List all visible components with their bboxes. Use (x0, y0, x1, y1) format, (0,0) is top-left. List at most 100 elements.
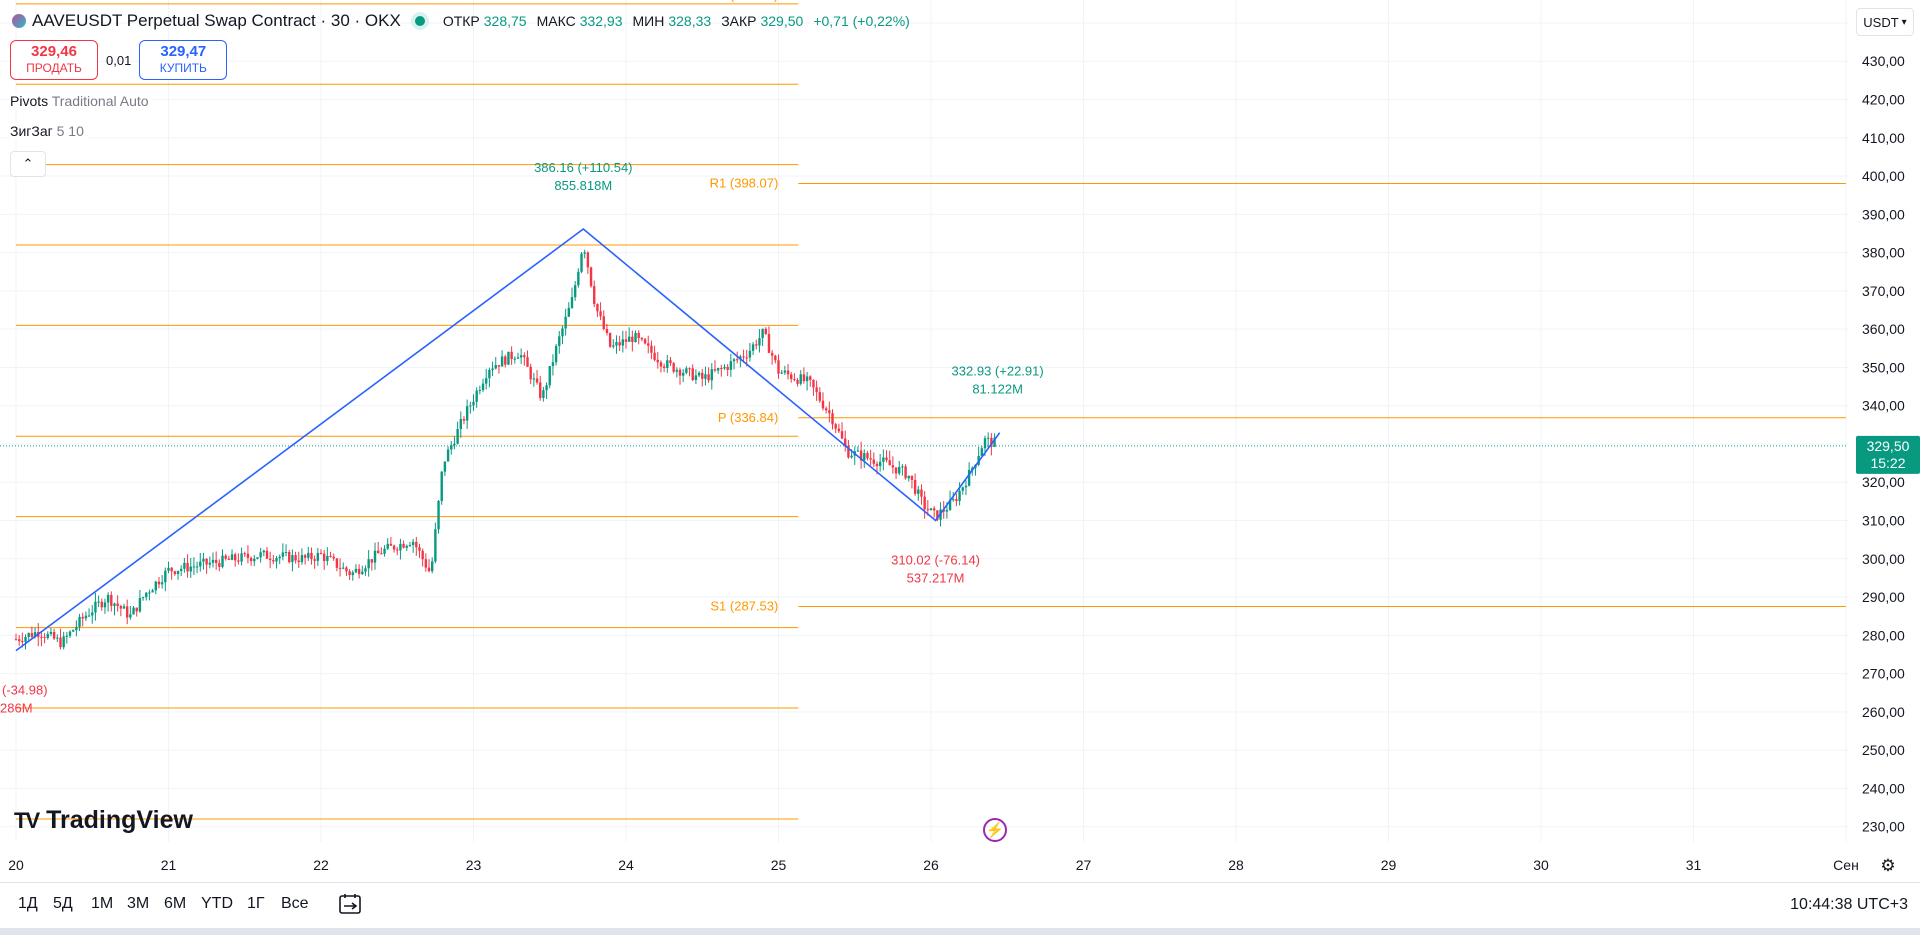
candle-body (666, 360, 669, 368)
candle-body (367, 559, 370, 569)
candle-body (510, 351, 513, 360)
zigzag-indicator-legend[interactable]: ЗигЗаг 5 10 (10, 123, 88, 139)
candle-body (986, 437, 990, 439)
candle-body (561, 328, 564, 337)
candle-body (472, 401, 475, 406)
candle-body (125, 606, 129, 618)
range-5d-button[interactable]: 5Д (53, 895, 73, 912)
candle-body (936, 510, 939, 520)
range-all-button[interactable]: Все (281, 895, 309, 912)
candle-body (707, 374, 710, 381)
currency-selector[interactable]: USDT ▾ (1856, 8, 1914, 36)
symbol-title[interactable]: AAVEUSDT Perpetual Swap Contract · 30 · … (32, 11, 401, 30)
candle-body (138, 598, 142, 612)
candle-body (888, 460, 891, 466)
candle-body (322, 553, 326, 562)
candle-body (294, 555, 297, 561)
range-1d-button[interactable]: 1Д (18, 895, 38, 912)
price-tick-label: 370,00 (1862, 283, 1905, 299)
candle-body (84, 615, 88, 619)
last-price-badge-bg (1856, 435, 1920, 474)
calendar-range-icon[interactable] (338, 893, 362, 915)
candle-body (160, 582, 164, 585)
range-3m-button[interactable]: 3М (127, 895, 150, 912)
range-ytd-button[interactable]: YTD (201, 895, 233, 912)
candle-body (386, 543, 389, 549)
range-1y-button[interactable]: 1Г (247, 895, 265, 912)
buy-label: КУПИТЬ (159, 61, 207, 75)
candle-body (208, 562, 212, 565)
candle-body (920, 489, 923, 497)
lightning-icon[interactable]: ⚡ (983, 818, 1007, 842)
candle-body (834, 424, 837, 429)
candle-body (564, 316, 567, 329)
price-tick-label: 230,00 (1862, 819, 1905, 835)
candle-body (462, 419, 466, 421)
candle-body (844, 438, 847, 446)
buy-button[interactable]: 329,47 КУПИТЬ (139, 40, 228, 80)
chart-labels: 386.16 (+110.54) 855.818M 310.02 (-76.14) 5… (0, 160, 1044, 716)
candle-body (265, 550, 269, 559)
candle-body (259, 552, 262, 558)
candle-body (542, 390, 545, 398)
candle-body (132, 607, 135, 615)
candle-body (802, 374, 806, 382)
candle-body (507, 351, 510, 365)
candle-body (910, 475, 914, 480)
clock-timezone[interactable]: 10:44:38 UTC+3 (1790, 896, 1908, 913)
candle-body (770, 352, 774, 356)
tradingview-logo[interactable]: TV TradingView (14, 806, 193, 835)
candle-body (262, 550, 266, 553)
candle-body (157, 581, 161, 585)
low-value: 328,33 (668, 13, 712, 29)
collapse-legend-button[interactable]: ⌃ (10, 151, 46, 177)
time-tick-label: 25 (771, 857, 787, 873)
price-chart[interactable]: R2 (447.23) R1 (398.07) P (336.84) S1 (287.… (0, 0, 1920, 882)
market-status-icon[interactable] (414, 16, 425, 26)
candle-body (27, 633, 30, 637)
candle-body (189, 566, 192, 572)
candle-body (786, 370, 790, 375)
candle-body (310, 552, 313, 560)
candle-body (993, 437, 996, 447)
candle-body (97, 601, 100, 603)
low-label: МИН (632, 13, 665, 29)
candle-body (52, 631, 56, 639)
candle-body (351, 572, 354, 576)
pivot-lines: R2 (447.23) R1 (398.07) P (336.84) S1 (287.… (16, 0, 1846, 820)
candle-body (205, 558, 208, 565)
candle-body (253, 558, 256, 562)
pivots-indicator-legend[interactable]: Pivots Traditional Auto (10, 93, 153, 109)
candle-body (745, 357, 748, 359)
candle-body (49, 631, 53, 634)
candle-body (443, 461, 447, 472)
candle-body (62, 636, 65, 648)
candle-body (872, 459, 876, 464)
tradingview-logo-icon: TV (14, 807, 40, 833)
candle-body (437, 500, 440, 530)
price-tick-label: 340,00 (1862, 398, 1905, 414)
candle-body (87, 615, 91, 617)
ohlc-values: ОТКР 328,75 МАКС 332,93 МИН 328,33 ЗАКР 329,… (443, 13, 916, 29)
candle-body (284, 552, 288, 554)
price-tick-label: 400,00 (1862, 168, 1905, 184)
candle-body (793, 379, 796, 381)
candle-body (434, 529, 437, 562)
candle-body (214, 559, 218, 563)
candle-body (249, 557, 253, 562)
zigzag-pivot-label: 386.16 (+110.54) (534, 160, 632, 175)
gear-icon[interactable]: ⚙ (1880, 856, 1896, 875)
sell-button[interactable]: 329,46 ПРОДАТЬ (10, 40, 98, 80)
range-1m-button[interactable]: 1М (91, 895, 114, 912)
range-6m-button[interactable]: 6М (164, 895, 187, 912)
candle-body (380, 553, 383, 555)
candle-body (342, 567, 345, 569)
candle-body (656, 359, 659, 363)
pivot-label-p: P (336.84) (718, 410, 778, 425)
candle-body (396, 549, 399, 551)
candle-body (662, 366, 666, 368)
time-tick-label: 24 (618, 857, 634, 873)
candle-body (869, 458, 872, 460)
currency-label: USDT (1863, 14, 1899, 30)
